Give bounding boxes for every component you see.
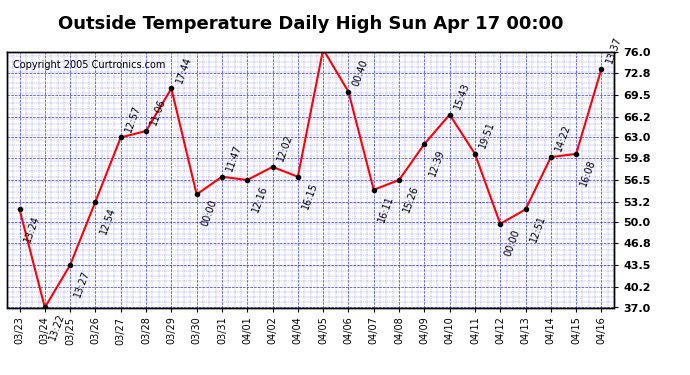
Text: 13:37: 13:37: [604, 35, 623, 64]
Text: Copyright 2005 Curtronics.com: Copyright 2005 Curtronics.com: [13, 60, 166, 70]
Text: 11:06: 11:06: [149, 97, 168, 127]
Text: 00:00: 00:00: [199, 198, 218, 228]
Text: 16:11: 16:11: [377, 194, 395, 224]
Text: 12:51: 12:51: [529, 214, 547, 243]
Text: 19:51: 19:51: [477, 120, 497, 150]
Text: 00:40: 00:40: [351, 58, 370, 88]
Text: 17:44: 17:44: [174, 55, 193, 84]
Text: 16:41: 16:41: [0, 374, 1, 375]
Text: 13:24: 13:24: [22, 214, 41, 243]
Text: 14:22: 14:22: [553, 123, 573, 153]
Text: 12:16: 12:16: [250, 184, 269, 214]
Text: 13:22: 13:22: [48, 312, 67, 341]
Text: 11:47: 11:47: [225, 143, 244, 172]
Text: 16:08: 16:08: [579, 158, 598, 188]
Text: 12:54: 12:54: [98, 206, 117, 236]
Text: 15:26: 15:26: [402, 184, 421, 214]
Text: 13:27: 13:27: [73, 269, 92, 299]
Text: 15:43: 15:43: [453, 81, 471, 111]
Text: 12:39: 12:39: [427, 148, 446, 178]
Text: 12:02: 12:02: [275, 133, 295, 163]
Text: 16:15: 16:15: [301, 181, 319, 210]
Text: 00:00: 00:00: [503, 228, 522, 258]
Text: Outside Temperature Daily High Sun Apr 17 00:00: Outside Temperature Daily High Sun Apr 1…: [58, 15, 563, 33]
Text: 12:57: 12:57: [124, 104, 143, 134]
